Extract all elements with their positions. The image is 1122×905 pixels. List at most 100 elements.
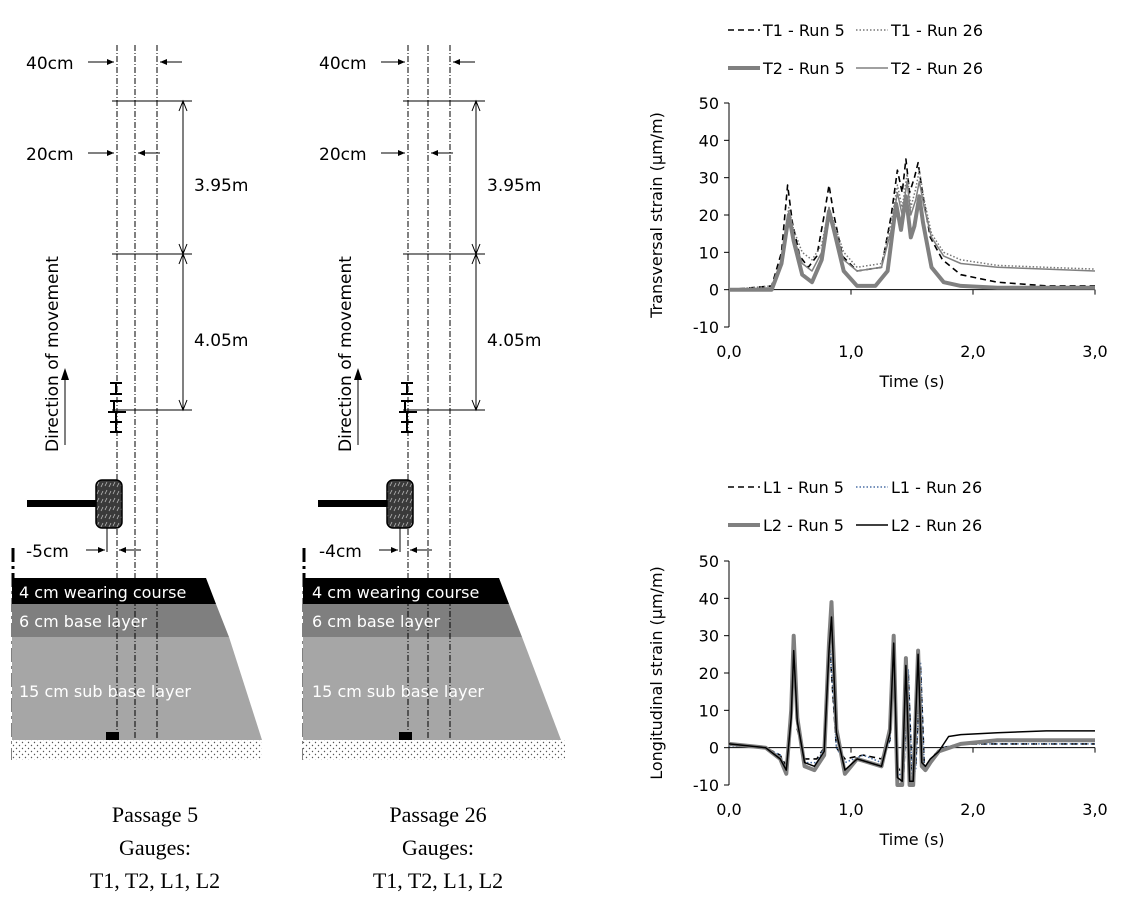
arrowhead <box>391 547 398 553</box>
wearing-course <box>12 578 216 604</box>
caption-line-1: Passage 5 <box>112 802 198 827</box>
series-line-t2-run26 <box>728 180 1096 291</box>
longitudinal-strain-chart: -10 0 10 20 30 40 50 0,0 1,0 2,0 3,0 Time (s) Longit… <box>647 478 1108 849</box>
x-tick-label: 0,0 <box>716 342 741 361</box>
series-line-t1-run5 <box>728 158 1095 291</box>
series-line-t2-run5 <box>729 194 1095 292</box>
strain-gauge-icon <box>399 382 417 433</box>
legend-entry: T1 - Run 26 <box>890 21 983 40</box>
y-tick-label: 50 <box>699 94 719 113</box>
legend-entry: T2 - Run 5 <box>762 59 845 78</box>
strain-gauge-icon <box>108 382 126 433</box>
arrowhead <box>431 150 438 156</box>
arrowhead <box>107 150 114 156</box>
layer-label-subbase: 15 cm sub base layer <box>312 682 484 701</box>
arrowhead <box>410 547 417 553</box>
sub-base-layer <box>303 637 561 740</box>
transversal-strain-chart: -10 0 10 20 30 40 50 0,0 1,0 2,0 3,0 Time (s) Transv… <box>647 21 1108 391</box>
base-layer <box>303 604 522 637</box>
arrowhead <box>61 368 69 380</box>
arrowhead <box>178 99 188 112</box>
axle-icon <box>27 500 97 507</box>
gap40-label: 40cm <box>319 54 367 74</box>
arrowhead <box>453 59 460 65</box>
arrowhead <box>119 547 126 553</box>
y-axis-label: Longitudinal strain (µm/m) <box>647 566 666 780</box>
caption-line-2: Gauges: <box>402 835 474 860</box>
y-tick-label: 30 <box>699 169 719 188</box>
layer-label-base: 6 cm base layer <box>312 612 441 631</box>
caption-line-2: Gauges: <box>119 835 191 860</box>
y-tick-label: 20 <box>699 664 719 683</box>
x-axis-label: Time (s) <box>878 830 944 849</box>
subgrade <box>12 740 262 760</box>
axle-icon <box>318 500 388 507</box>
arrowhead <box>107 59 114 65</box>
direction-label: Direction of movement <box>43 256 63 452</box>
caption-line-3: T1, T2, L1, L2 <box>373 868 503 893</box>
passage-5-schematic: 40cm 20cm 3.95m 4.05m Direction of movem… <box>11 45 262 893</box>
legend-entry: T1 - Run 5 <box>762 21 845 40</box>
arrowhead <box>471 252 481 265</box>
length1-label: 3.95m <box>194 176 248 196</box>
direction-label: Direction of movement <box>336 256 356 452</box>
arrowhead <box>471 399 481 412</box>
x-tick-label: 1,0 <box>838 800 863 819</box>
arrowhead <box>354 368 362 380</box>
arrowhead <box>398 59 405 65</box>
gauge-marker <box>106 732 119 740</box>
tire-icon <box>386 479 414 529</box>
wearing-course <box>303 578 509 604</box>
passage-26-schematic: 40cm 20cm 3.95m 4.05m Direction of movem… <box>302 45 565 893</box>
legend-entry: L1 - Run 26 <box>891 478 982 497</box>
subgrade <box>303 740 565 760</box>
arrowhead <box>178 399 188 412</box>
gap20-label: 20cm <box>319 145 367 165</box>
length2-label: 4.05m <box>487 331 541 351</box>
y-tick-label: 20 <box>699 206 719 225</box>
length2-label: 4.05m <box>194 331 248 351</box>
y-tick-label: -10 <box>693 776 719 795</box>
x-tick-label: 2,0 <box>960 800 985 819</box>
legend-entry: L2 - Run 5 <box>763 516 844 535</box>
gap20-label: 20cm <box>26 145 74 165</box>
layer-label-base: 6 cm base layer <box>19 612 148 631</box>
y-tick-label: 30 <box>699 627 719 646</box>
arrowhead <box>138 150 145 156</box>
y-tick-label: 0 <box>709 281 719 300</box>
x-tick-label: 0,0 <box>716 800 741 819</box>
x-axis-label: Time (s) <box>878 372 944 391</box>
layer-label-wearing: 4 cm wearing course <box>19 583 186 602</box>
arrowhead <box>160 59 167 65</box>
y-tick-label: -10 <box>693 318 719 337</box>
gauge-marker <box>399 732 412 740</box>
y-tick-label: 40 <box>699 131 719 150</box>
series-line-l2-run26 <box>728 616 1095 783</box>
y-axis-label: Transversal strain (µm/m) <box>647 112 666 319</box>
length1-label: 3.95m <box>487 176 541 196</box>
arrowhead <box>471 99 481 112</box>
layer-label-wearing: 4 cm wearing course <box>312 583 479 602</box>
series-line-t1-run26 <box>728 169 1096 291</box>
arrowhead <box>398 150 405 156</box>
x-tick-label: 2,0 <box>960 342 985 361</box>
y-tick-label: 10 <box>699 243 719 262</box>
y-tick-label: 0 <box>709 739 719 758</box>
y-tick-label: 50 <box>699 552 719 571</box>
gap40-label: 40cm <box>26 54 74 74</box>
x-tick-label: 3,0 <box>1082 800 1107 819</box>
base-layer <box>12 604 229 637</box>
legend-entry: T2 - Run 26 <box>890 59 983 78</box>
tire-icon <box>95 479 123 529</box>
offset-label: -4cm <box>319 542 362 562</box>
arrowhead <box>98 547 105 553</box>
arrowhead <box>178 252 188 265</box>
legend-entry: L1 - Run 5 <box>763 478 844 497</box>
legend-entry: L2 - Run 26 <box>891 516 982 535</box>
x-tick-label: 3,0 <box>1082 342 1107 361</box>
x-tick-label: 1,0 <box>838 342 863 361</box>
offset-label: -5cm <box>26 542 69 562</box>
caption-line-1: Passage 26 <box>389 802 486 827</box>
y-tick-label: 40 <box>699 589 719 608</box>
